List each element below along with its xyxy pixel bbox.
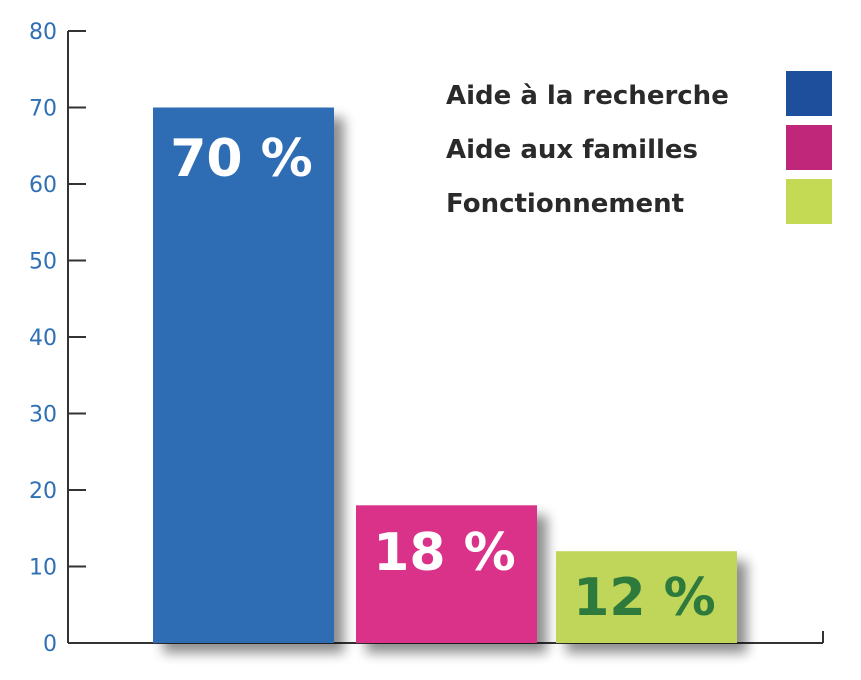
y-tick-label: 80 — [29, 20, 57, 45]
y-tick-label: 50 — [29, 250, 57, 275]
bar-3 — [556, 551, 737, 643]
bar-value-label: 18 % — [373, 523, 516, 583]
y-tick-label: 60 — [29, 173, 57, 198]
legend-label: Aide aux familles — [446, 135, 698, 165]
legend-label: Aide à la recherche — [446, 81, 729, 111]
bar-value-label: 12 % — [573, 568, 716, 628]
bar-value-label: 70 % — [170, 129, 313, 189]
y-axis-ticks: 0 10 20 30 40 50 60 70 80 — [29, 20, 86, 657]
y-tick-label: 20 — [29, 479, 57, 504]
bar-1 — [153, 107, 334, 643]
legend: Aide à la recherche Aide aux familles Fonc… — [446, 71, 832, 224]
y-tick-label: 0 — [43, 632, 57, 657]
legend-swatch — [786, 125, 832, 170]
legend-swatch — [786, 71, 832, 116]
legend-swatch — [786, 179, 832, 224]
y-tick-label: 10 — [29, 556, 57, 581]
y-tick-label: 70 — [29, 97, 57, 122]
bar-2 — [356, 505, 537, 643]
bars: 70 % 18 % 12 % — [153, 107, 737, 643]
y-tick-label: 30 — [29, 403, 57, 428]
y-tick-label: 40 — [29, 326, 57, 351]
legend-label: Fonctionnement — [446, 189, 684, 219]
